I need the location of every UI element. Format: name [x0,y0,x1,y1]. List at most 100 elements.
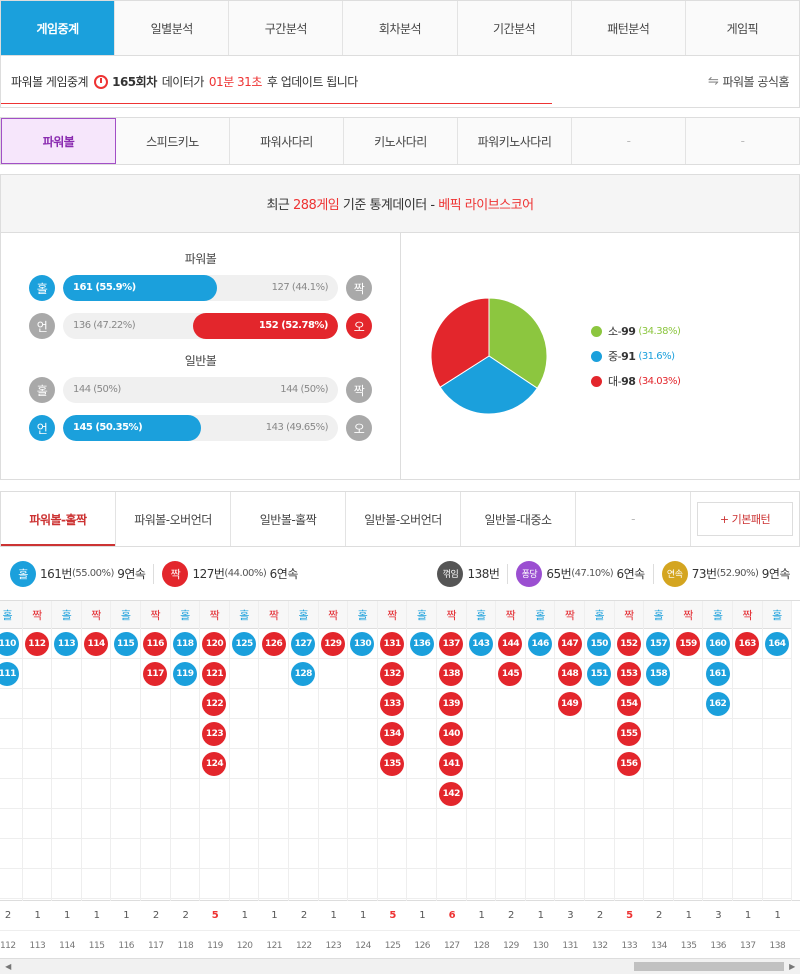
grid-column: 홀 115 [111,601,141,901]
top-tab[interactable]: 회차분석 [343,1,458,55]
grid-cell [673,719,703,749]
grid-cell [762,869,792,899]
grid-cell: 144 [496,629,525,659]
column-header: 홀 [289,601,318,629]
grid-cell [644,869,673,899]
grid-column: 홀 143 [466,601,497,901]
result-ball: 152 [616,631,641,656]
top-tab[interactable]: 게임중계 [1,1,116,55]
result-ball: 118 [172,631,197,656]
status-mid: 데이터가 [161,75,205,89]
grid-cell [111,749,140,779]
grid-cell [318,869,348,899]
grid-cell [259,809,288,839]
pong-pct: (47.10%) [571,568,614,579]
grid-cell [259,659,288,689]
pattern-tab[interactable]: 파워볼-오버언더 [116,492,231,546]
stats-header-brand: 베픽 라이브스코어 [438,198,534,213]
grid-cell [407,809,436,839]
grid-cell [22,839,52,869]
grid-cell: 134 [377,719,407,749]
top-tab[interactable]: 일별분석 [115,1,230,55]
left-stat-label: 136 (47.22%) [73,320,136,331]
grid-cell [733,779,762,809]
grid-cell [229,839,259,869]
result-ball: 119 [172,661,197,686]
link-icon: ⇋ [708,74,719,89]
grid-cell [81,839,111,869]
round-number: 120 [236,941,253,951]
pattern-tab[interactable]: 일반볼-홀짝 [231,492,346,546]
grid-cell [0,719,22,749]
pattern-tab[interactable]: 일반볼-오버언더 [346,492,461,546]
basic-pattern-button[interactable]: + 기본패턴 [697,502,793,536]
streak-count: 6 [448,910,456,921]
top-tab[interactable]: 패턴분석 [572,1,686,55]
even-icon: 짝 [162,560,189,587]
odd-pct: (55.00%) [71,568,114,579]
grid-cell [348,779,377,809]
round-number: 136 [710,941,727,951]
official-site-label: 파워볼 공식홈 [722,75,789,89]
stats-header-count: 288게임 [293,198,340,213]
result-ball: 162 [705,691,730,716]
streak-count: 2 [152,910,159,921]
game-tab[interactable]: 파워볼 [1,118,116,164]
stats-panel: 최근 288게임 기준 통계데이터 - 베픽 라이브스코어 파워볼 홀 161 (… [0,174,800,480]
game-tab[interactable]: 스피드키노 [116,118,230,164]
game-tab[interactable]: - [572,118,686,164]
result-ball: 130 [350,631,375,656]
normal-title: 일반볼 [184,354,217,368]
official-site-link[interactable]: ⇋ 파워볼 공식홈 [708,73,789,90]
round-number: 125 [384,941,401,951]
round-number: 122 [295,941,312,951]
game-tab[interactable]: 키노사다리 [344,118,458,164]
top-tab[interactable]: 구간분석 [229,1,344,55]
grid-cell [407,689,436,719]
grid-cell [52,839,81,869]
grid-cell: 119 [170,659,200,689]
grid-cell: 114 [81,629,111,659]
scroll-left-icon[interactable]: ◀ [5,962,11,971]
horizontal-scrollbar[interactable]: ◀ ▶ [0,958,800,974]
powerball-title: 파워볼 [184,252,217,266]
grid-cell [407,749,436,779]
grid-cell [259,869,288,899]
status-timer: 01분 31초 [208,75,262,89]
grid-cell [229,749,259,779]
grid-cell: 111 [0,659,22,689]
result-ball: 132 [380,661,405,686]
game-tab[interactable]: 파워키노사다리 [458,118,572,164]
game-tab[interactable]: - [740,134,745,148]
game-tab[interactable]: 파워사다리 [230,118,344,164]
top-tab[interactable]: 기간분석 [458,1,572,55]
pattern-tab[interactable]: - [576,492,691,546]
column-header: 짝 [200,601,229,629]
grid-cell: 112 [22,629,52,659]
grid-cell [318,839,348,869]
pattern-button-wrap: + 기본패턴 [691,492,799,546]
grid-cell: 116 [141,629,170,659]
streak-count: 1 [330,910,337,921]
grid-column: 홀 146 [525,601,556,901]
grid-cell: 131 [377,629,407,659]
scroll-right-icon[interactable]: ▶ [789,962,795,971]
grid-cell [614,809,644,839]
grid-cell [407,869,436,899]
legend-dot-icon [591,375,602,387]
top-tab[interactable]: 게임픽 [726,21,759,36]
round-number: 131 [562,941,579,951]
result-ball: 131 [380,631,405,656]
grid-column: 짝 152 153 154 155 156 [614,601,645,901]
pattern-tab[interactable]: 일반볼-대중소 [461,492,576,546]
grid-cell: 163 [733,629,762,659]
grid-cell [644,749,673,779]
pattern-tab[interactable]: 파워볼-홀짝 [1,492,116,546]
grid-cell [111,779,140,809]
result-ball: 159 [676,631,701,656]
grid-cell [318,689,348,719]
scroll-thumb[interactable] [634,962,784,971]
grid-cell [673,869,703,899]
round-number: 132 [591,941,608,951]
grid-cell [614,839,644,869]
